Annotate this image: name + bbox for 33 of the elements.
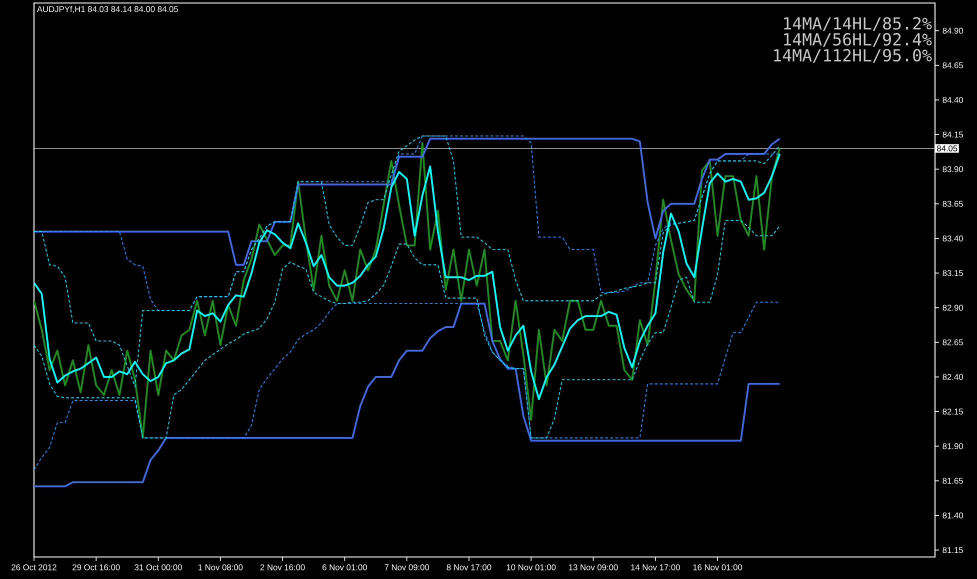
y-tick-label: 83.15 — [942, 270, 963, 276]
x-tick-label: 6 Nov 01:00 — [322, 564, 367, 570]
y-tick-label: 81.15 — [942, 547, 963, 554]
x-tick-label: 2 Nov 16:00 — [260, 564, 305, 570]
x-tick-label: 29 Oct 16:00 — [72, 564, 120, 570]
y-tick-label: 81.40 — [942, 512, 963, 518]
x-tick-label: 13 Nov 09:00 — [569, 564, 618, 570]
y-tick-label: 84.65 — [942, 62, 963, 68]
y-tick-label: 84.40 — [942, 96, 963, 103]
x-tick-label: 10 Nov 01:00 — [506, 564, 556, 570]
y-tick-label: 82.90 — [942, 304, 963, 311]
x-tick-label: 31 Oct 00:00 — [134, 564, 182, 570]
chart-title: AUDJPYf,H1 84.03 84.14 84.00 84.05 — [36, 6, 178, 14]
y-tick-label: 81.90 — [942, 443, 963, 450]
x-tick-label: 16 Nov 01:00 — [693, 564, 742, 570]
x-tick-label: 7 Nov 09:00 — [384, 564, 430, 570]
y-tick-label: 82.65 — [942, 339, 963, 346]
y-tick-label: 83.40 — [942, 235, 963, 242]
y-tick-label: 83.65 — [942, 200, 963, 207]
annotation: 14MA/56HL/92.4% — [784, 33, 932, 47]
y-tick-label: 81.65 — [942, 478, 963, 484]
y-tick-label: 82.40 — [942, 374, 963, 380]
ref-line-label: 84.05 — [936, 145, 958, 152]
annotation: 14MA/14HL/85.2% — [784, 17, 932, 31]
y-tick-label: 84.15 — [942, 132, 963, 138]
y-tick-label: 84.90 — [942, 28, 963, 34]
x-tick-label: 1 Nov 08:00 — [198, 564, 243, 570]
y-tick-label: 82.15 — [942, 408, 963, 415]
x-tick-label: 26 Oct 2012 — [12, 564, 56, 570]
y-tick-label: 83.90 — [942, 166, 963, 172]
annotation: 14MA/112HL/95.0% — [774, 48, 932, 63]
x-tick-label: 14 Nov 17:00 — [631, 564, 680, 570]
x-tick-label: 8 Nov 17:00 — [446, 564, 492, 570]
